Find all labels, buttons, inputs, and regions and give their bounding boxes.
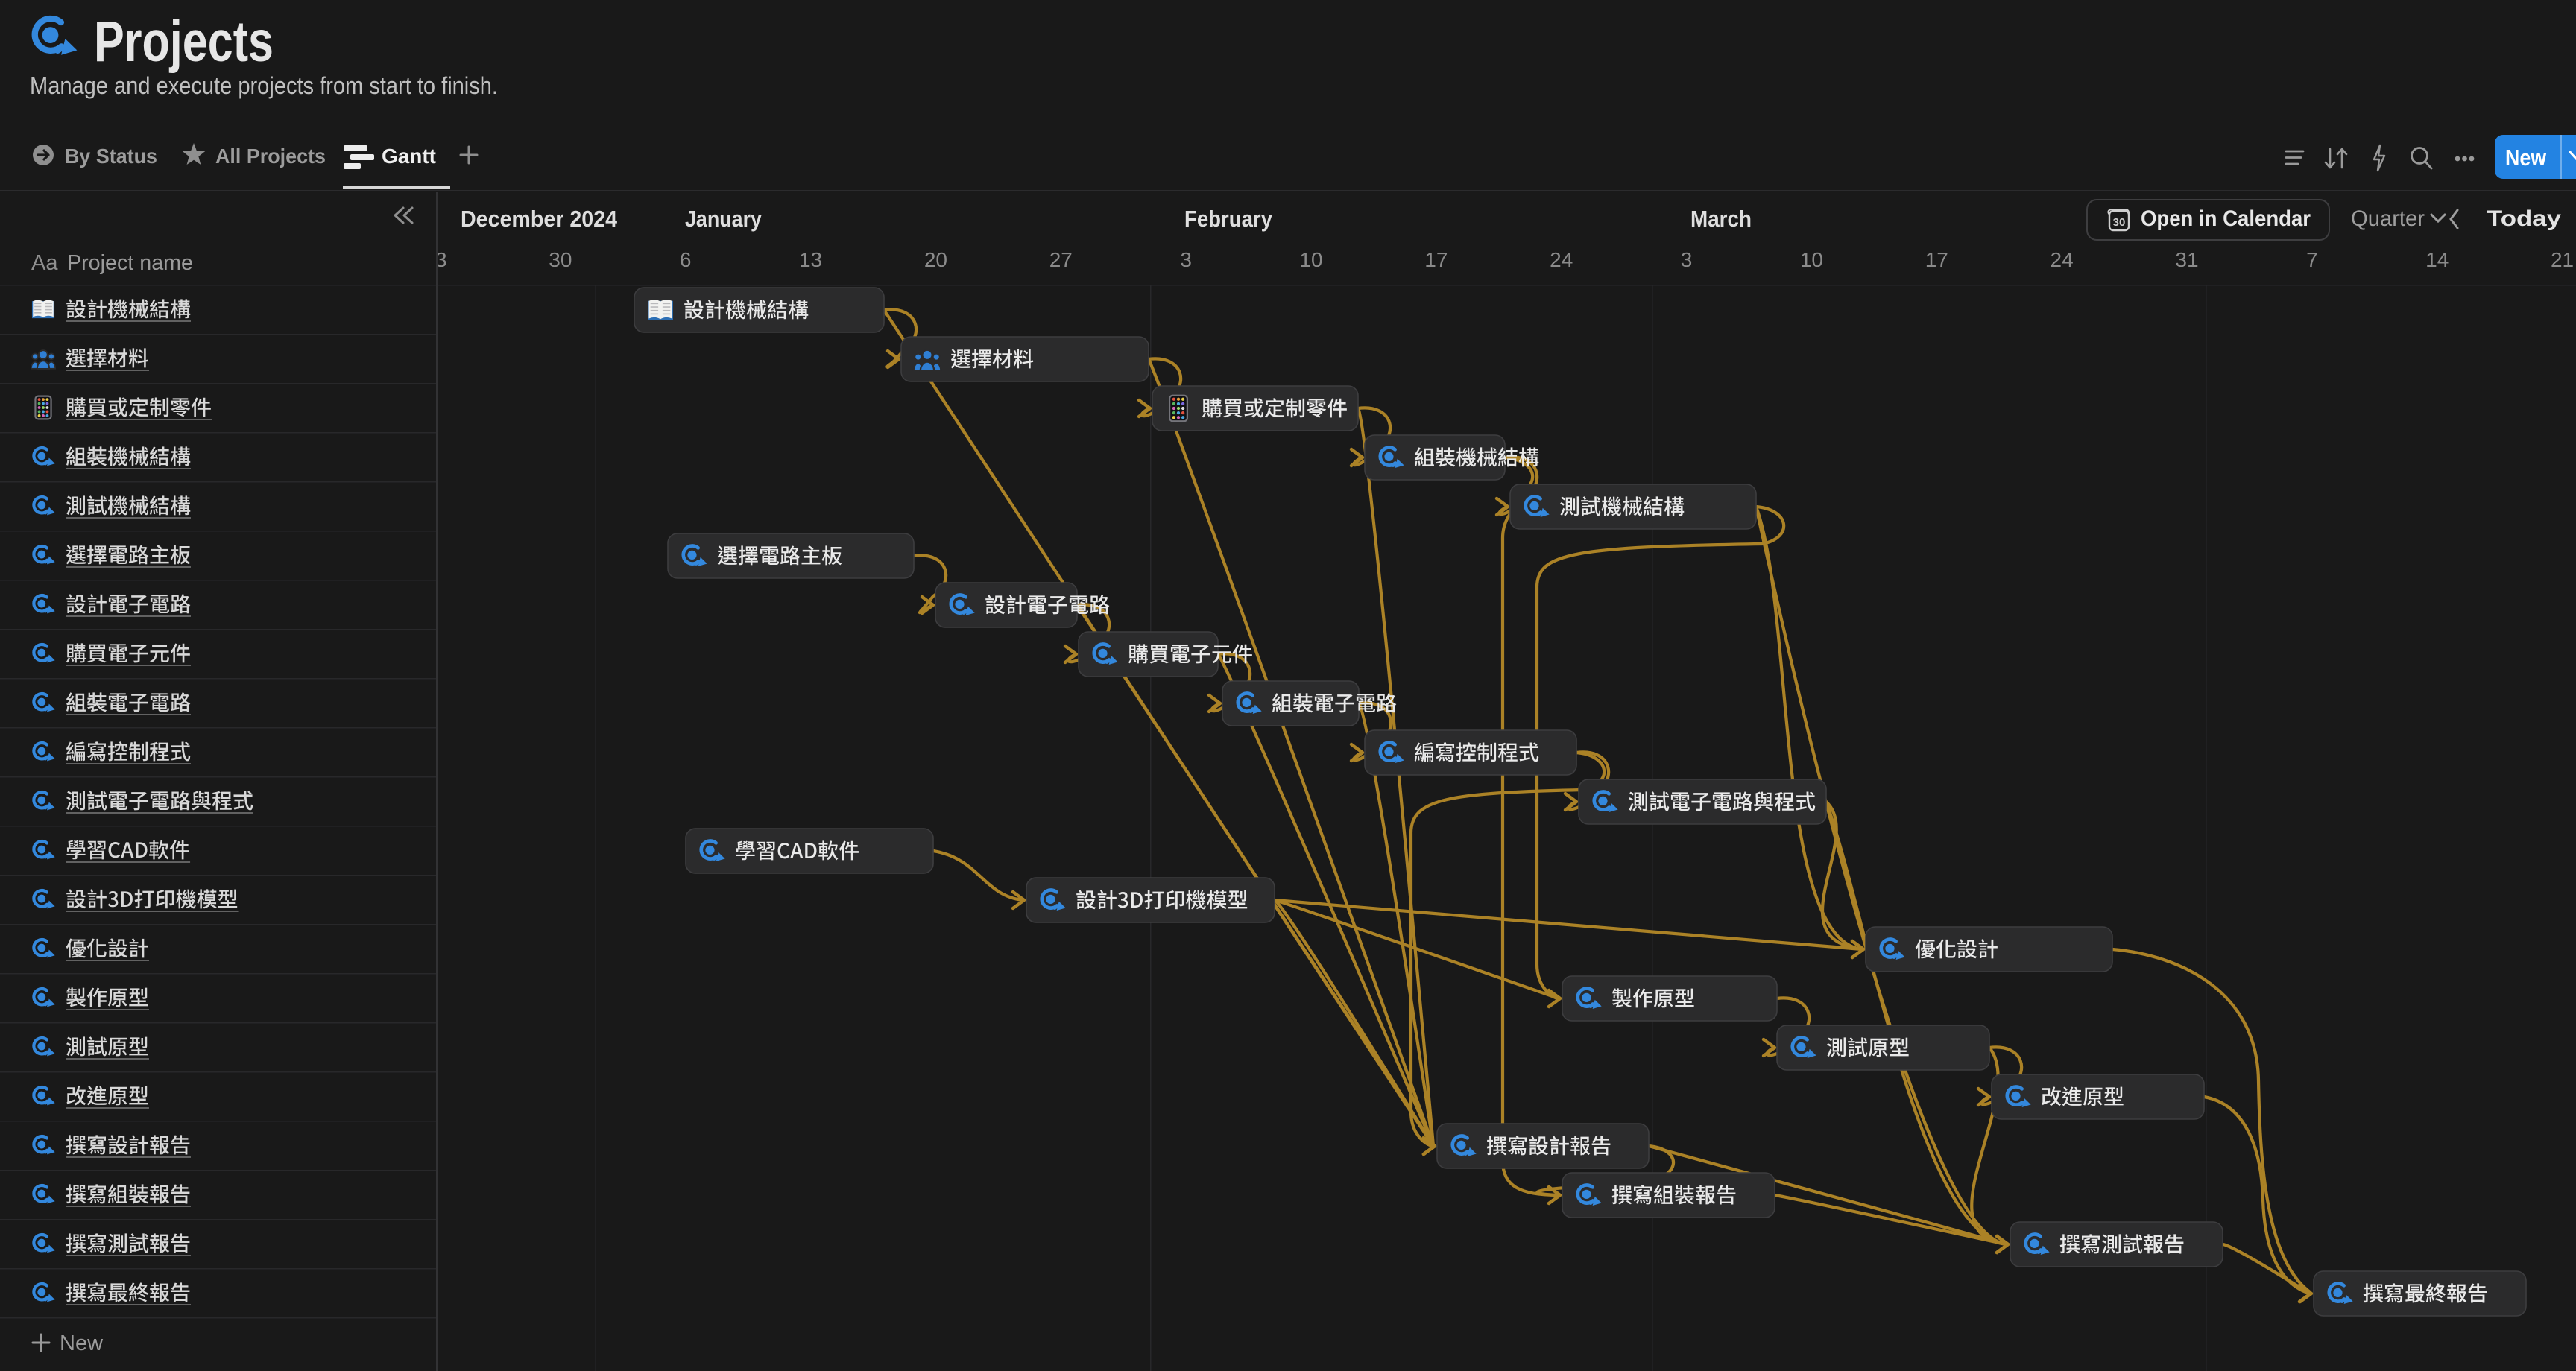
svg-text:6: 6 (680, 248, 692, 271)
svg-text:February: February (1184, 206, 1273, 232)
svg-text:10: 10 (1299, 248, 1322, 271)
svg-text:Open in Calendar: Open in Calendar (2141, 206, 2311, 231)
svg-text:Today: Today (2487, 206, 2561, 231)
svg-text:21: 21 (2551, 248, 2574, 271)
svg-text:24: 24 (1550, 248, 1573, 271)
svg-text:3: 3 (1681, 248, 1693, 271)
svg-text:New: New (60, 1332, 104, 1355)
svg-text:24: 24 (2051, 248, 2074, 271)
svg-text:10: 10 (1800, 248, 1823, 271)
svg-text:17: 17 (1424, 248, 1448, 271)
svg-text:Quarter: Quarter (2351, 206, 2425, 231)
svg-text:30: 30 (2113, 216, 2126, 229)
svg-text:By Status: By Status (65, 145, 157, 168)
svg-text:17: 17 (1925, 248, 1948, 271)
svg-text:20: 20 (924, 248, 947, 271)
svg-text:14: 14 (2425, 248, 2449, 271)
svg-text:Gantt: Gantt (382, 145, 436, 168)
svg-text:23: 23 (423, 248, 446, 271)
svg-text:January: January (685, 206, 763, 232)
svg-text:New: New (2505, 145, 2547, 171)
svg-text:Aa: Aa (31, 251, 58, 275)
svg-text:27: 27 (1049, 248, 1073, 271)
svg-text:Manage and execute projects fr: Manage and execute projects from start t… (30, 72, 498, 99)
svg-text:31: 31 (2175, 248, 2198, 271)
svg-text:Project name: Project name (67, 251, 193, 275)
svg-text:7: 7 (2306, 248, 2318, 271)
svg-text:December 2024: December 2024 (461, 206, 618, 232)
svg-text:All Projects: All Projects (215, 145, 326, 168)
svg-text:13: 13 (799, 248, 822, 271)
svg-text:Projects: Projects (94, 10, 274, 74)
svg-text:3: 3 (1180, 248, 1192, 271)
svg-text:30: 30 (549, 248, 572, 271)
svg-text:March: March (1690, 206, 1752, 232)
